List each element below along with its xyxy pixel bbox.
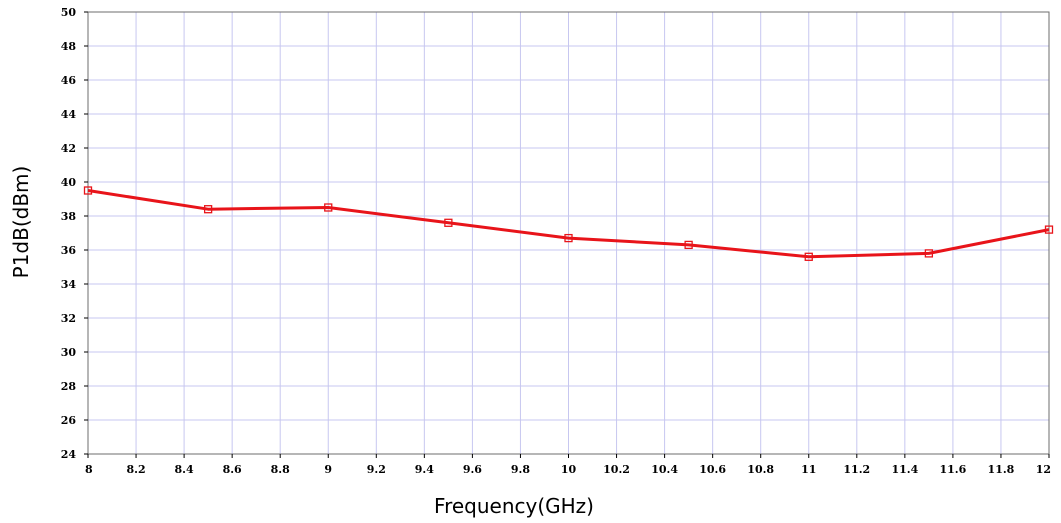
y-tick-label: 30 <box>61 346 77 359</box>
x-tick-label: 10 <box>561 463 577 476</box>
x-axis-title: Frequency(GHz) <box>434 494 594 518</box>
y-tick-label: 44 <box>61 108 77 121</box>
data-point-marker <box>324 203 333 212</box>
data-point-marker <box>924 249 934 258</box>
y-tick-label: 38 <box>61 210 77 223</box>
x-tick-label: 12 <box>1036 463 1051 476</box>
y-tick-label: 28 <box>61 380 77 393</box>
x-tick-label: 9 <box>324 463 332 476</box>
y-tick-label: 40 <box>61 176 77 189</box>
data-point-marker <box>684 240 693 250</box>
data-point-marker <box>1044 225 1054 234</box>
y-tick-label: 24 <box>61 448 77 461</box>
data-point-marker <box>804 252 813 261</box>
x-tick-label: 11 <box>801 463 816 476</box>
y-tick-label: 34 <box>61 278 77 291</box>
x-tick-label: 10.8 <box>747 463 774 476</box>
x-tick-label: 9.6 <box>463 463 482 476</box>
x-tick-label: 8.6 <box>223 463 242 476</box>
x-tick-label: 8.2 <box>126 463 145 476</box>
x-tick-label: 10.2 <box>603 463 630 476</box>
x-tick-label: 9.2 <box>367 463 386 476</box>
y-tick-label: 50 <box>61 6 77 19</box>
data-point-marker <box>203 205 213 214</box>
x-tick-label: 10.6 <box>699 463 726 476</box>
tick-labels: 8 8.2 8.4 8.6 8.8 9 9.2 9.4 9.6 9.8 10 10.2 10.4 10.6… <box>61 6 1051 476</box>
data-point-marker <box>444 218 453 227</box>
y-axis-title: P1dB(dBm) <box>9 166 33 279</box>
grid-lines <box>87 11 1050 455</box>
x-tick-label: 8 <box>85 463 93 476</box>
x-tick-label: 9.4 <box>415 463 434 476</box>
series-layer <box>83 186 1054 261</box>
x-tick-label: 11.8 <box>988 463 1015 476</box>
y-tick-label: 42 <box>61 142 76 155</box>
x-tick-label: 8.8 <box>271 463 290 476</box>
x-tick-label: 11.2 <box>843 463 870 476</box>
x-tick-label: 8.4 <box>175 463 194 476</box>
tick-marks <box>84 11 1050 458</box>
x-tick-label: 10.4 <box>651 463 678 476</box>
x-tick-label: 9.8 <box>511 463 530 476</box>
y-tick-label: 26 <box>61 414 77 427</box>
data-point-marker <box>564 233 573 243</box>
x-tick-label: 11.6 <box>940 463 967 476</box>
series-line <box>87 189 1050 259</box>
data-point-marker <box>83 186 93 195</box>
y-tick-label: 46 <box>61 74 77 87</box>
x-tick-label: 11.4 <box>891 463 918 476</box>
y-tick-label: 32 <box>61 312 76 325</box>
y-tick-label: 36 <box>61 244 77 257</box>
y-tick-label: 48 <box>61 40 77 53</box>
